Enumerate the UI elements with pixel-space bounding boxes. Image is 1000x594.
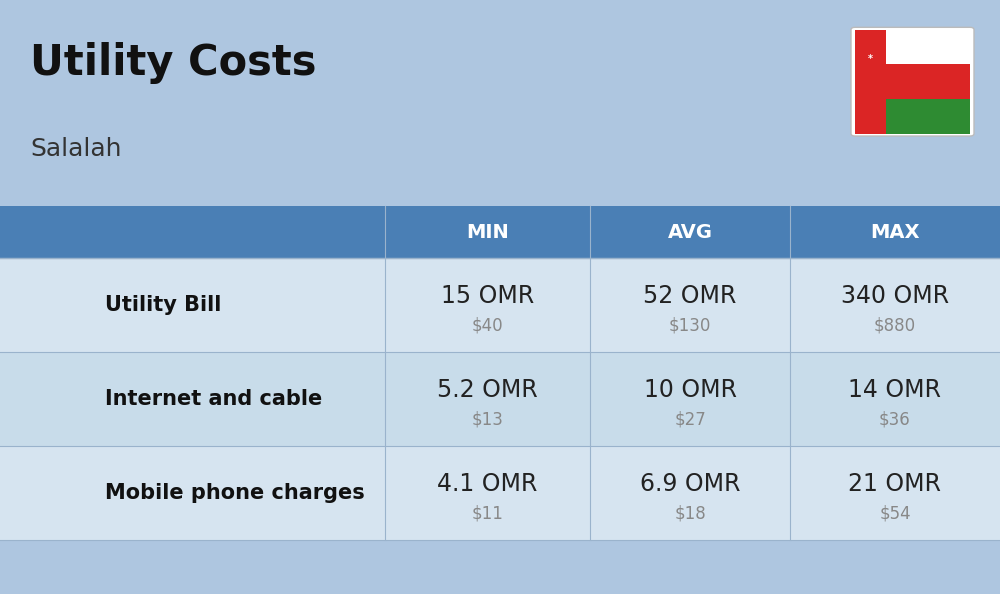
FancyBboxPatch shape bbox=[0, 258, 1000, 352]
FancyBboxPatch shape bbox=[851, 27, 974, 136]
Text: $27: $27 bbox=[674, 411, 706, 429]
Text: 4.1 OMR: 4.1 OMR bbox=[437, 472, 538, 495]
Text: $18: $18 bbox=[674, 505, 706, 523]
FancyBboxPatch shape bbox=[0, 352, 1000, 446]
FancyBboxPatch shape bbox=[886, 30, 970, 64]
Text: $36: $36 bbox=[879, 411, 911, 429]
Text: 15 OMR: 15 OMR bbox=[441, 284, 534, 308]
Text: $880: $880 bbox=[874, 317, 916, 335]
Text: Internet and cable: Internet and cable bbox=[105, 389, 322, 409]
Text: 21 OMR: 21 OMR bbox=[848, 472, 942, 495]
FancyBboxPatch shape bbox=[886, 64, 970, 99]
Text: 10 OMR: 10 OMR bbox=[644, 378, 736, 402]
FancyBboxPatch shape bbox=[886, 99, 970, 134]
FancyBboxPatch shape bbox=[0, 446, 1000, 540]
Text: Utility Costs: Utility Costs bbox=[30, 42, 316, 84]
Text: 14 OMR: 14 OMR bbox=[848, 378, 942, 402]
FancyBboxPatch shape bbox=[855, 30, 886, 134]
Text: $40: $40 bbox=[472, 317, 503, 335]
Text: *: * bbox=[868, 54, 873, 64]
Text: Mobile phone charges: Mobile phone charges bbox=[105, 483, 365, 503]
Text: 6.9 OMR: 6.9 OMR bbox=[640, 472, 740, 495]
FancyBboxPatch shape bbox=[0, 206, 1000, 258]
Text: $13: $13 bbox=[472, 411, 503, 429]
Text: Salalah: Salalah bbox=[30, 137, 122, 160]
Text: 52 OMR: 52 OMR bbox=[643, 284, 737, 308]
Text: AVG: AVG bbox=[668, 223, 712, 242]
Text: $130: $130 bbox=[669, 317, 711, 335]
Text: MIN: MIN bbox=[466, 223, 509, 242]
Text: MAX: MAX bbox=[870, 223, 920, 242]
Text: Utility Bill: Utility Bill bbox=[105, 295, 221, 315]
Text: 5.2 OMR: 5.2 OMR bbox=[437, 378, 538, 402]
Text: 340 OMR: 340 OMR bbox=[841, 284, 949, 308]
Text: $11: $11 bbox=[472, 505, 503, 523]
Text: $54: $54 bbox=[879, 505, 911, 523]
